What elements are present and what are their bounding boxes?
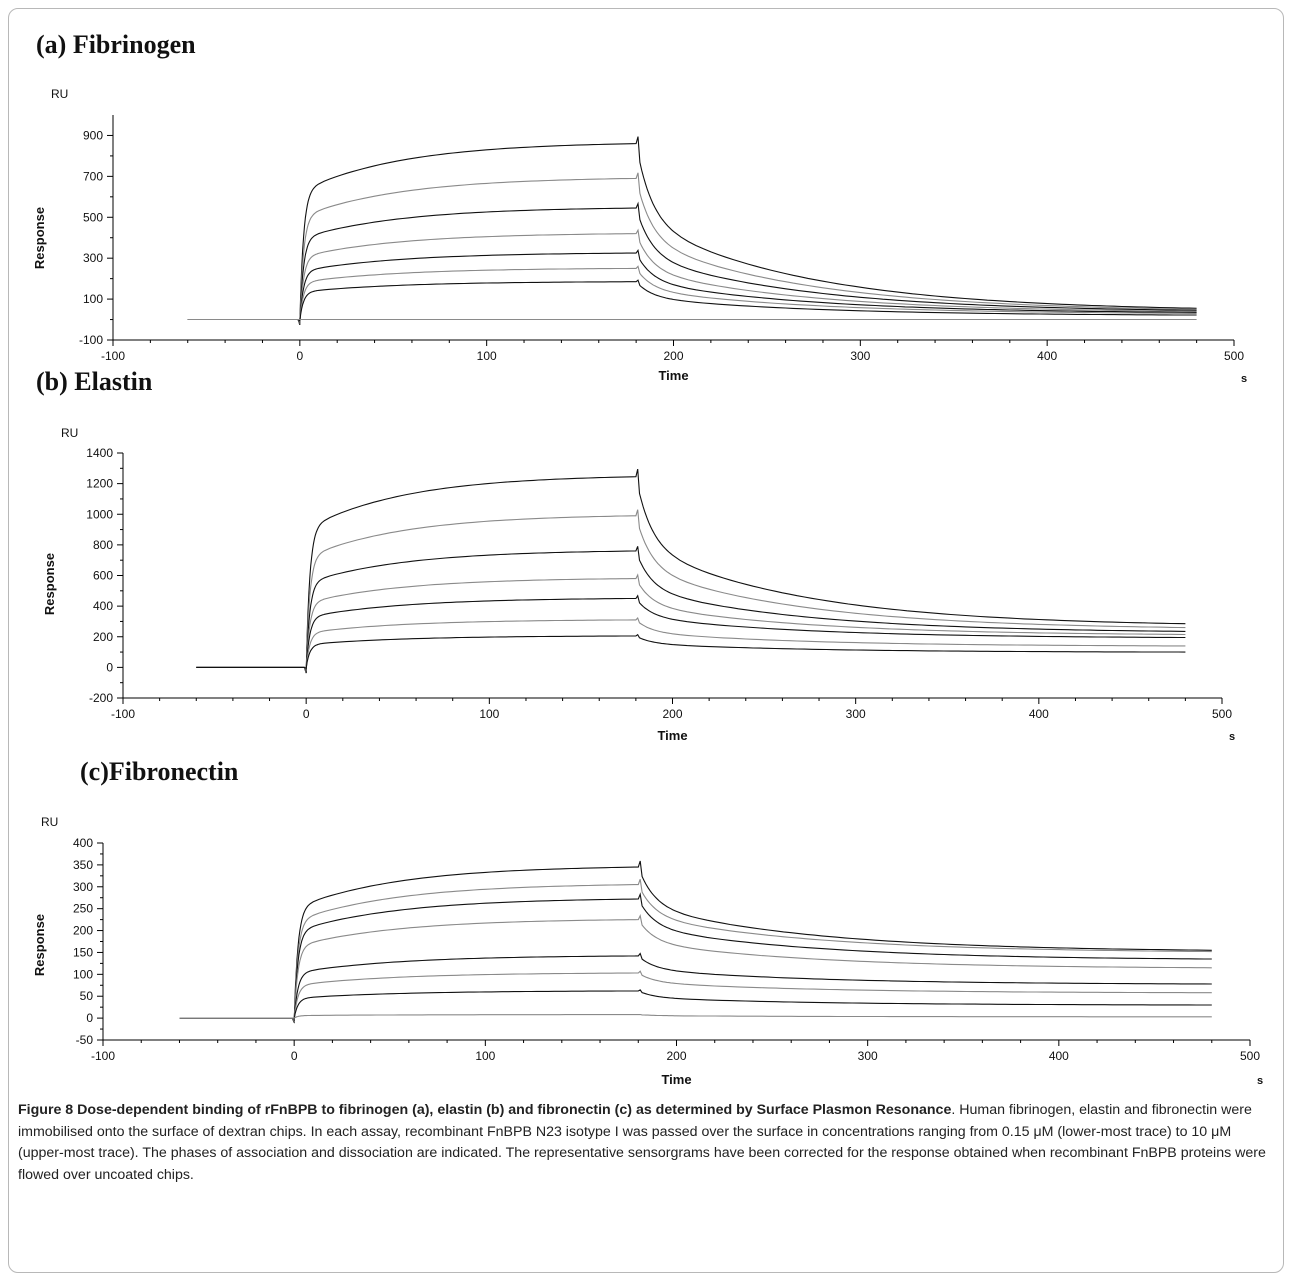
x-tick-label: 300 <box>846 707 866 721</box>
x-unit-label: s <box>1229 731 1235 743</box>
y-tick-label: 100 <box>83 292 103 306</box>
y-tick-label: 400 <box>93 599 113 613</box>
sensorgram-trace <box>196 573 1186 672</box>
y-unit-label: RU <box>41 815 58 829</box>
y-tick-label: 150 <box>73 945 93 959</box>
x-tick-label: 300 <box>858 1049 878 1063</box>
y-unit-label: RU <box>61 426 78 440</box>
y-tick-label: 0 <box>106 660 113 674</box>
sensorgram-trace <box>187 136 1197 325</box>
sensorgram-trace <box>179 989 1212 1020</box>
y-tick-label: 200 <box>73 924 93 938</box>
y-tick-label: 200 <box>93 630 113 644</box>
x-tick-label: 100 <box>475 1049 495 1063</box>
y-tick-label: -200 <box>89 691 113 705</box>
x-tick-label: 0 <box>296 349 303 363</box>
y-tick-label: 300 <box>73 880 93 894</box>
y-tick-label: 500 <box>83 210 103 224</box>
y-tick-label: 800 <box>93 538 113 552</box>
sensorgram-trace <box>196 468 1186 674</box>
panel-title: (b) Elastin <box>36 367 153 396</box>
sensorgram-trace <box>196 509 1186 673</box>
sensorgram-trace <box>179 860 1212 1023</box>
x-tick-label: 200 <box>662 707 682 721</box>
y-tick-label: -100 <box>79 333 103 347</box>
x-tick-label: 100 <box>479 707 499 721</box>
figure-caption: Figure 8 Dose-dependent binding of rFnBP… <box>18 1100 1274 1186</box>
sensorgram-trace <box>187 201 1197 325</box>
sensorgram-trace <box>179 970 1212 1021</box>
x-tick-label: 400 <box>1029 707 1049 721</box>
y-tick-label: 600 <box>93 569 113 583</box>
x-tick-label: 200 <box>666 1049 686 1063</box>
sensorgram-trace <box>187 279 1197 322</box>
sensorgram-trace <box>187 228 1197 324</box>
y-axis-label: Response <box>32 914 47 976</box>
sensorgram-trace <box>179 892 1212 1024</box>
y-tick-label: 700 <box>83 169 103 183</box>
x-tick-label: 500 <box>1240 1049 1260 1063</box>
y-tick-label: 1000 <box>86 507 113 521</box>
panel-title: (c)Fibronectin <box>80 757 239 786</box>
x-tick-label: 200 <box>663 349 683 363</box>
sensorgram-trace <box>196 633 1186 670</box>
y-tick-label: 1200 <box>86 477 113 491</box>
sensorgram-trace <box>179 879 1212 1023</box>
x-unit-label: s <box>1257 1075 1263 1087</box>
sensorgram-trace <box>179 1013 1212 1019</box>
y-tick-label: 400 <box>73 836 93 850</box>
caption-body: Human fibrinogen, elastin and fibronecti… <box>18 1102 1266 1183</box>
sensorgram-trace <box>187 249 1197 323</box>
panel-title: (a) Fibrinogen <box>36 30 196 59</box>
x-tick-label: 0 <box>291 1049 298 1063</box>
sensorgram-trace <box>179 952 1212 1022</box>
sensorgram-trace <box>187 265 1197 323</box>
x-unit-label: s <box>1241 373 1247 385</box>
y-axis-label: Response <box>32 207 47 269</box>
x-axis-label: Time <box>657 728 687 743</box>
sensorgram-trace <box>196 616 1186 670</box>
sensorgram-trace <box>187 172 1197 325</box>
y-unit-label: RU <box>51 87 68 101</box>
sensorgram-trace <box>196 546 1186 673</box>
y-tick-label: 250 <box>73 902 93 916</box>
caption-title-end: . <box>951 1102 956 1118</box>
y-tick-label: 0 <box>86 1011 93 1025</box>
x-tick-label: -100 <box>111 707 135 721</box>
x-tick-label: -100 <box>101 349 125 363</box>
y-tick-label: 50 <box>80 989 94 1003</box>
x-tick-label: 500 <box>1224 349 1244 363</box>
y-tick-label: -50 <box>76 1033 94 1047</box>
y-tick-label: 900 <box>83 128 103 142</box>
x-tick-label: 500 <box>1212 707 1232 721</box>
y-tick-label: 300 <box>83 251 103 265</box>
x-tick-label: 400 <box>1037 349 1057 363</box>
sensorgram-trace <box>179 913 1212 1023</box>
x-axis-label: Time <box>658 368 688 383</box>
sensorgram-trace <box>196 594 1186 671</box>
y-tick-label: 350 <box>73 858 93 872</box>
x-tick-label: 400 <box>1049 1049 1069 1063</box>
y-tick-label: 100 <box>73 967 93 981</box>
x-tick-label: 300 <box>850 349 870 363</box>
caption-title: Dose-dependent binding of rFnBPB to fibr… <box>77 1102 952 1118</box>
figure-label: Figure 8 <box>18 1102 74 1118</box>
x-tick-label: 0 <box>303 707 310 721</box>
y-tick-label: 1400 <box>86 446 113 460</box>
y-axis-label: Response <box>42 553 57 615</box>
x-tick-label: -100 <box>91 1049 115 1063</box>
x-tick-label: 100 <box>477 349 497 363</box>
x-axis-label: Time <box>661 1072 691 1087</box>
